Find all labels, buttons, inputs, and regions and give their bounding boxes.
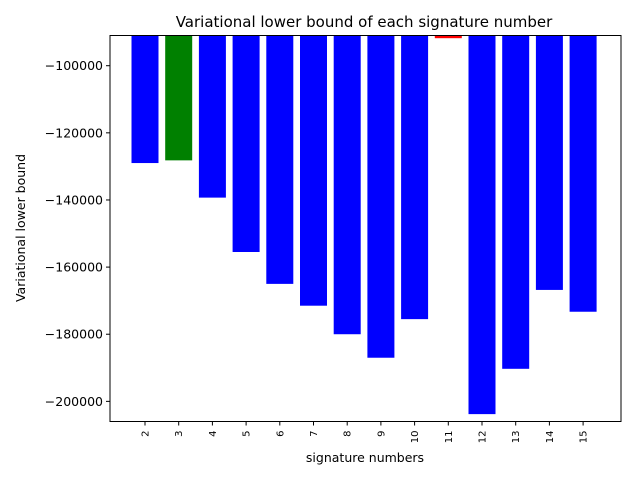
bar-6 xyxy=(266,35,294,284)
y-tick-label: −120000 xyxy=(45,125,103,140)
bar-2 xyxy=(131,35,159,164)
bar-3 xyxy=(165,35,193,161)
bar-7 xyxy=(300,35,327,306)
x-axis-label: signature numbers xyxy=(306,450,424,465)
y-tick-label: −140000 xyxy=(45,192,103,207)
chart-title: Variational lower bound of each signatur… xyxy=(176,13,553,31)
bar-14 xyxy=(535,35,563,290)
x-tick-label-12: 12 xyxy=(478,431,489,444)
y-axis: −100000 −120000 −140000 −160000 −180000 −2000… xyxy=(45,58,110,409)
x-tick-label-11: 11 xyxy=(444,431,455,444)
x-tick-label-10: 10 xyxy=(410,431,421,444)
x-tick-label-14: 14 xyxy=(545,431,556,444)
x-tick-label-7: 7 xyxy=(309,431,320,437)
bar-5 xyxy=(232,35,260,252)
x-tick-label-5: 5 xyxy=(242,431,253,437)
x-axis: 2 3 4 5 6 7 8 9 10 11 12 13 14 15 xyxy=(141,421,590,444)
x-tick-label-9: 9 xyxy=(376,431,387,437)
bar-8 xyxy=(333,35,361,335)
bars xyxy=(131,35,597,415)
bar-10 xyxy=(401,35,429,320)
x-tick-label-2: 2 xyxy=(141,431,152,437)
x-tick-label-15: 15 xyxy=(579,431,590,444)
x-tick-label-3: 3 xyxy=(174,431,185,437)
y-tick-label: −100000 xyxy=(45,58,103,73)
y-tick-label: −200000 xyxy=(45,394,103,409)
x-tick-label-13: 13 xyxy=(511,431,522,444)
y-axis-label: Variational lower bound xyxy=(13,154,28,302)
y-tick-label: −180000 xyxy=(45,327,103,342)
x-tick-label-4: 4 xyxy=(208,431,219,437)
bar-9 xyxy=(367,35,395,358)
x-tick-label-6: 6 xyxy=(275,431,286,437)
bar-11 xyxy=(434,35,462,39)
bar-12 xyxy=(468,35,496,415)
plot-frame xyxy=(109,35,622,422)
bar-15 xyxy=(569,35,597,312)
x-tick-label-8: 8 xyxy=(343,431,354,437)
y-tick-label: −160000 xyxy=(45,260,103,275)
bar-13 xyxy=(502,35,530,369)
bar-4 xyxy=(198,35,226,198)
